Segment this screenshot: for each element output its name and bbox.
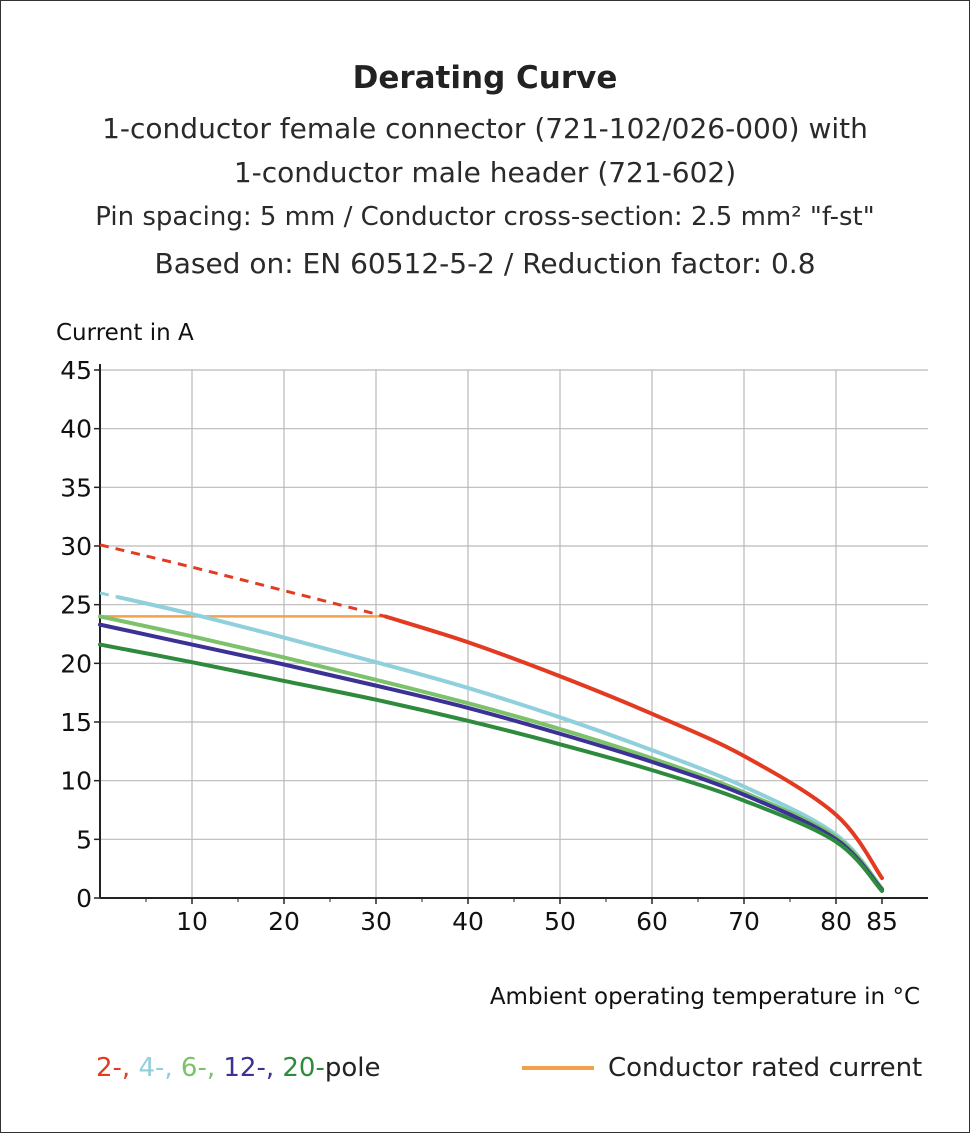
x-tick-label: 20 — [268, 907, 300, 936]
series-4-dashed — [99, 591, 119, 599]
x-tick-label: 10 — [176, 907, 208, 936]
legend-pole-4: 20- — [274, 1053, 325, 1083]
legend-pole-2: 6-, — [172, 1053, 216, 1083]
series-6-line — [98, 614, 884, 891]
y-tick-label: 20 — [60, 649, 92, 678]
series-2-line — [383, 614, 884, 881]
x-tick-label: 60 — [636, 907, 668, 936]
legend-rated-swatch — [522, 1066, 594, 1070]
y-tick-label: 35 — [60, 473, 92, 502]
y-tick-label: 25 — [60, 591, 92, 620]
tick-labels: 0 5 10 15 20 25 30 35 40 45 10 20 30 40 50 60 70 80 85 — [60, 356, 898, 936]
legend-poles: 2-, 4-, 6-, 12-, 20-pole — [96, 1053, 380, 1083]
series-2-dashed — [99, 543, 386, 618]
chart-title: Derating Curve — [352, 60, 618, 96]
legend-pole-1: 4-, — [130, 1053, 173, 1083]
grid — [100, 369, 928, 898]
series-4-line — [116, 595, 884, 891]
y-tick-label: 15 — [60, 708, 92, 737]
x-axis-label: Ambient operating temperature in °C — [490, 984, 920, 1010]
chart-subtitle-3: Pin spacing: 5 mm / Conductor cross-sect… — [95, 202, 875, 232]
y-tick-label: 30 — [60, 532, 92, 561]
x-tick-label: 70 — [728, 907, 760, 936]
x-tick-label: 85 — [866, 907, 898, 936]
legend-rated-label: Conductor rated current — [608, 1053, 923, 1083]
y-tick-label: 0 — [76, 884, 92, 913]
y-tick-label: 40 — [60, 415, 92, 444]
x-tick-label: 50 — [544, 907, 576, 936]
y-tick-label: 10 — [60, 767, 92, 796]
x-tick-label: 30 — [360, 907, 392, 936]
series-12-line — [98, 622, 884, 892]
chart-subtitle-4: Based on: EN 60512-5-2 / Reduction facto… — [154, 247, 816, 280]
axes — [94, 364, 928, 904]
y-tick-label: 5 — [76, 825, 92, 854]
y-tick-label: 45 — [60, 356, 92, 385]
x-tick-label: 80 — [820, 907, 852, 936]
chart-subtitle-2: 1-conductor male header (721-602) — [233, 156, 737, 189]
legend-pole-5: pole — [324, 1053, 381, 1083]
legend-pole-0: 2-, — [96, 1053, 131, 1083]
legend-pole-3: 12-, — [215, 1053, 275, 1083]
series-20-line — [98, 642, 884, 893]
chart-subtitle-1: 1-conductor female connector (721-102/02… — [102, 112, 868, 145]
x-tick-label: 40 — [452, 907, 484, 936]
series-lines — [98, 543, 884, 893]
y-axis-label: Current in A — [56, 320, 194, 346]
